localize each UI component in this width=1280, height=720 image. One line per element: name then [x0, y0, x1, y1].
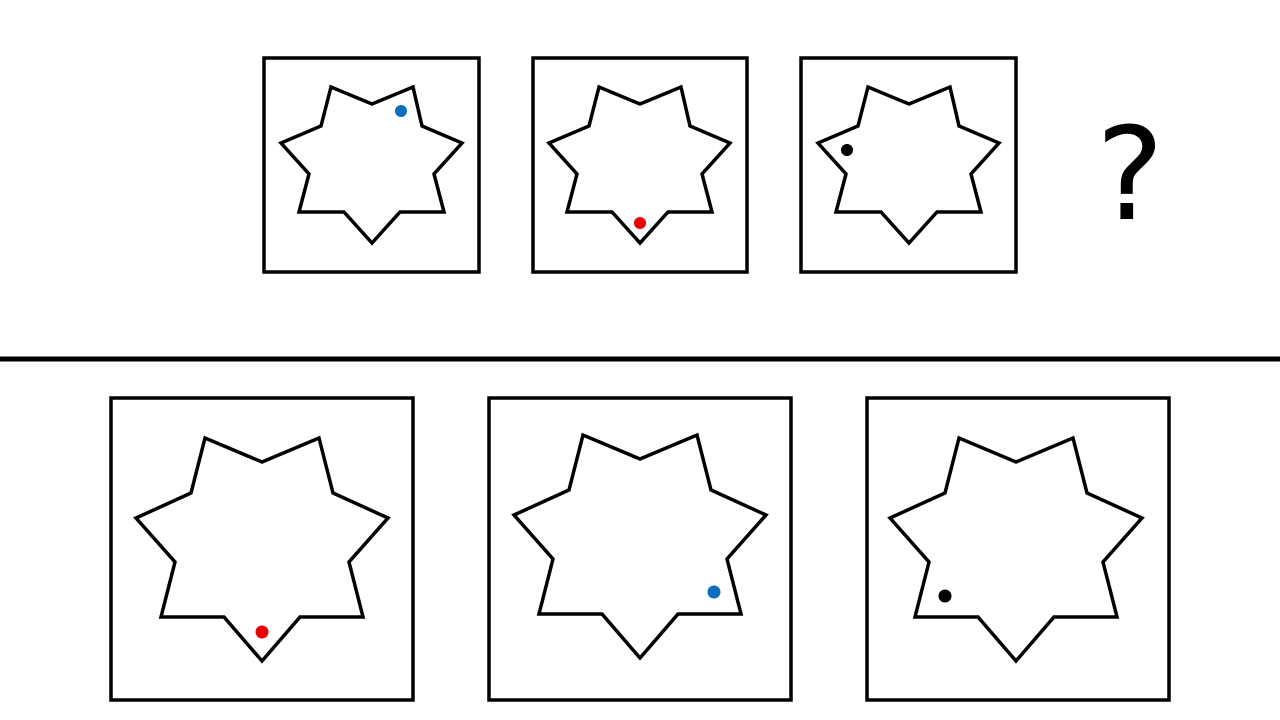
option-dot-2 — [707, 585, 721, 599]
option-dot-1 — [255, 625, 269, 639]
answer-option-2[interactable] — [487, 396, 793, 702]
star-shape — [133, 435, 391, 664]
sequence-row — [262, 56, 1018, 274]
sequence-dot-3 — [841, 144, 853, 156]
star-shape — [511, 432, 769, 661]
star-shape — [815, 84, 1002, 246]
question-mark: ? — [1096, 101, 1164, 250]
sequence-panel-1 — [262, 56, 481, 274]
star-shape — [887, 435, 1145, 664]
options-row — [109, 396, 1171, 702]
star-shape — [278, 84, 465, 246]
option-dot-3 — [938, 589, 952, 603]
answer-option-3[interactable] — [865, 396, 1171, 702]
answer-option-1[interactable] — [109, 396, 415, 702]
star-shape — [546, 84, 733, 246]
sequence-dot-2 — [634, 217, 646, 229]
sequence-panel-3 — [799, 56, 1018, 274]
sequence-panel-2 — [531, 56, 749, 274]
sequence-dot-1 — [395, 105, 407, 117]
